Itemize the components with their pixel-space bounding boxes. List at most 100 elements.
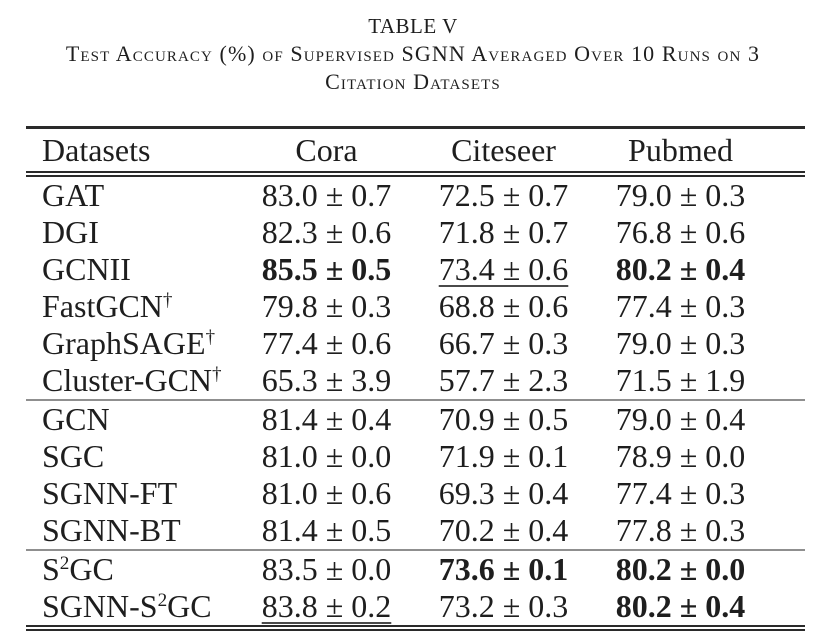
table-row: Cluster-GCN† 65.3 ± 3.9 57.7 ± 2.3 71.5 ± 1…: [26, 362, 805, 400]
accuracy-cell: 83.5 ± 0.0: [238, 549, 415, 588]
accuracy-cell: 71.9 ± 0.1: [415, 438, 592, 475]
dataset-name-cell: Cluster-GCN†: [42, 362, 222, 398]
accuracy-cell: 77.4 ± 0.6: [238, 325, 415, 362]
table-row: GAT 83.0 ± 0.7 72.5 ± 0.7 79.0 ± 0.3: [26, 174, 805, 214]
accuracy-cell: 57.7 ± 2.3: [415, 362, 592, 400]
accuracy-cell: 79.8 ± 0.3: [238, 288, 415, 325]
accuracy-value: 77.4 ± 0.3: [615, 288, 746, 324]
accuracy-cell: 77.8 ± 0.3: [592, 512, 805, 550]
accuracy-value: 71.5 ± 1.9: [615, 362, 746, 398]
accuracy-value: 81.0 ± 0.6: [261, 475, 392, 511]
dagger-superscript: †: [162, 290, 173, 312]
dagger-superscript: †: [212, 364, 222, 386]
accuracy-value: 81.4 ± 0.4: [261, 401, 392, 437]
dataset-name-cell: S2GC: [26, 549, 238, 588]
accuracy-cell: 80.2 ± 0.4: [592, 251, 805, 288]
table-caption-block: TABLE V Test Accuracy (%) of Supervised …: [0, 0, 826, 96]
accuracy-value: 76.8 ± 0.6: [615, 214, 746, 250]
table-group-gcn-variants: GCN 81.4 ± 0.4 70.9 ± 0.5 79.0 ± 0.4 SGC 81.0…: [26, 399, 805, 550]
accuracy-cell: 71.5 ± 1.9: [592, 362, 805, 400]
accuracy-value: 79.0 ± 0.3: [615, 177, 746, 213]
accuracy-value: 79.8 ± 0.3: [261, 288, 392, 324]
exponent-superscript: 2: [59, 553, 70, 575]
table-row: GCN 81.4 ± 0.4 70.9 ± 0.5 79.0 ± 0.4: [26, 399, 805, 438]
accuracy-cell: 77.4 ± 0.3: [592, 288, 805, 325]
accuracy-cell: 76.8 ± 0.6: [592, 214, 805, 251]
table-group-baselines: GAT 83.0 ± 0.7 72.5 ± 0.7 79.0 ± 0.3 DGI 82.3…: [26, 174, 805, 400]
accuracy-cell: 71.8 ± 0.7: [415, 214, 592, 251]
accuracy-value: 73.4 ± 0.6: [438, 251, 569, 287]
dataset-name-cell: FastGCN†: [42, 288, 173, 324]
accuracy-value: 79.0 ± 0.3: [615, 325, 746, 361]
accuracy-value: 72.5 ± 0.7: [438, 177, 569, 213]
table-row: S2GC 83.5 ± 0.0 73.6 ± 0.1 80.2 ± 0.0: [26, 549, 805, 588]
accuracy-value: 81.0 ± 0.0: [261, 438, 392, 474]
accuracy-cell: 80.2 ± 0.0: [592, 549, 805, 588]
accuracy-cell: 70.2 ± 0.4: [415, 512, 592, 550]
accuracy-cell: 69.3 ± 0.4: [415, 475, 592, 512]
accuracy-value: 70.9 ± 0.5: [438, 401, 569, 437]
table-header: Datasets Cora Citeseer Pubmed: [26, 126, 805, 177]
accuracy-value: 77.8 ± 0.3: [615, 512, 746, 548]
header-row: Datasets Cora Citeseer Pubmed: [26, 126, 805, 177]
accuracy-cell: 82.3 ± 0.6: [238, 214, 415, 251]
accuracy-value: 68.8 ± 0.6: [438, 288, 569, 324]
accuracy-value: 71.8 ± 0.7: [438, 214, 569, 250]
accuracy-cell: 73.6 ± 0.1: [415, 549, 592, 588]
column-header-cora: Cora: [238, 126, 415, 177]
accuracy-value: 77.4 ± 0.6: [261, 325, 392, 361]
table-caption-line-2: Citation Datasets: [325, 69, 501, 94]
accuracy-value: 65.3 ± 3.9: [261, 362, 392, 398]
accuracy-value: 82.3 ± 0.6: [261, 214, 392, 250]
table-row: SGC 81.0 ± 0.0 71.9 ± 0.1 78.9 ± 0.0: [26, 438, 805, 475]
accuracy-value: 57.7 ± 2.3: [438, 362, 569, 398]
accuracy-cell: 73.2 ± 0.3: [415, 588, 592, 631]
table-row: FastGCN† 79.8 ± 0.3 68.8 ± 0.6 77.4 ± 0.3: [26, 288, 805, 325]
column-header-citeseer: Citeseer: [415, 126, 592, 177]
column-header-pubmed: Pubmed: [592, 126, 805, 177]
table-row: SGNN-FT 81.0 ± 0.6 69.3 ± 0.4 77.4 ± 0.3: [26, 475, 805, 512]
table-row: SGNN-BT 81.4 ± 0.5 70.2 ± 0.4 77.8 ± 0.3: [26, 512, 805, 550]
column-header-datasets: Datasets: [26, 126, 238, 177]
accuracy-cell: 81.4 ± 0.4: [238, 399, 415, 438]
accuracy-value: 81.4 ± 0.5: [261, 512, 392, 548]
accuracy-value: 73.6 ± 0.1: [438, 551, 569, 587]
accuracy-cell: 81.0 ± 0.0: [238, 438, 415, 475]
accuracy-cell: 83.8 ± 0.2: [238, 588, 415, 631]
accuracy-value: 83.5 ± 0.0: [261, 551, 392, 587]
accuracy-value: 80.2 ± 0.0: [615, 551, 746, 587]
accuracy-cell: 79.0 ± 0.3: [592, 325, 805, 362]
accuracy-value: 85.5 ± 0.5: [261, 251, 392, 287]
accuracy-cell: 70.9 ± 0.5: [415, 399, 592, 438]
table-caption: Test Accuracy (%) of Supervised SGNN Ave…: [0, 40, 826, 96]
dataset-name-cell: GraphSAGE†: [42, 325, 216, 361]
accuracy-cell: 66.7 ± 0.3: [415, 325, 592, 362]
accuracy-value: 77.4 ± 0.3: [615, 475, 746, 511]
accuracy-cell: 80.2 ± 0.4: [592, 588, 805, 631]
accuracy-value: 70.2 ± 0.4: [438, 512, 569, 548]
exponent-superscript: 2: [157, 590, 168, 612]
accuracy-cell: 65.3 ± 3.9: [238, 362, 415, 400]
table-row: DGI 82.3 ± 0.6 71.8 ± 0.7 76.8 ± 0.6: [26, 214, 805, 251]
accuracy-cell: 81.0 ± 0.6: [238, 475, 415, 512]
accuracy-cell: 77.4 ± 0.3: [592, 475, 805, 512]
accuracy-cell: 72.5 ± 0.7: [415, 174, 592, 214]
accuracy-cell: 78.9 ± 0.0: [592, 438, 805, 475]
accuracy-value: 83.0 ± 0.7: [261, 177, 392, 213]
table-row: SGNN-S2GC 83.8 ± 0.2 73.2 ± 0.3 80.2 ± 0.4: [26, 588, 805, 631]
accuracy-cell: 79.0 ± 0.3: [592, 174, 805, 214]
accuracy-value: 80.2 ± 0.4: [615, 588, 746, 624]
accuracy-value: 80.2 ± 0.4: [615, 251, 746, 287]
dataset-name-cell: SGNN-FT: [42, 475, 178, 511]
dataset-name-cell: GAT: [42, 177, 105, 213]
table-number-title: TABLE V: [368, 14, 458, 38]
dataset-name-cell: SGNN-BT: [42, 512, 181, 548]
accuracy-cell: 85.5 ± 0.5: [238, 251, 415, 288]
accuracy-cell: 79.0 ± 0.4: [592, 399, 805, 438]
table-group-s2gc: S2GC 83.5 ± 0.0 73.6 ± 0.1 80.2 ± 0.0 SGNN-S…: [26, 549, 805, 631]
accuracy-cell: 81.4 ± 0.5: [238, 512, 415, 550]
dataset-name-cell: DGI: [42, 214, 99, 250]
dataset-name-cell: GCNII: [42, 251, 131, 287]
accuracy-value: 69.3 ± 0.4: [438, 475, 569, 511]
